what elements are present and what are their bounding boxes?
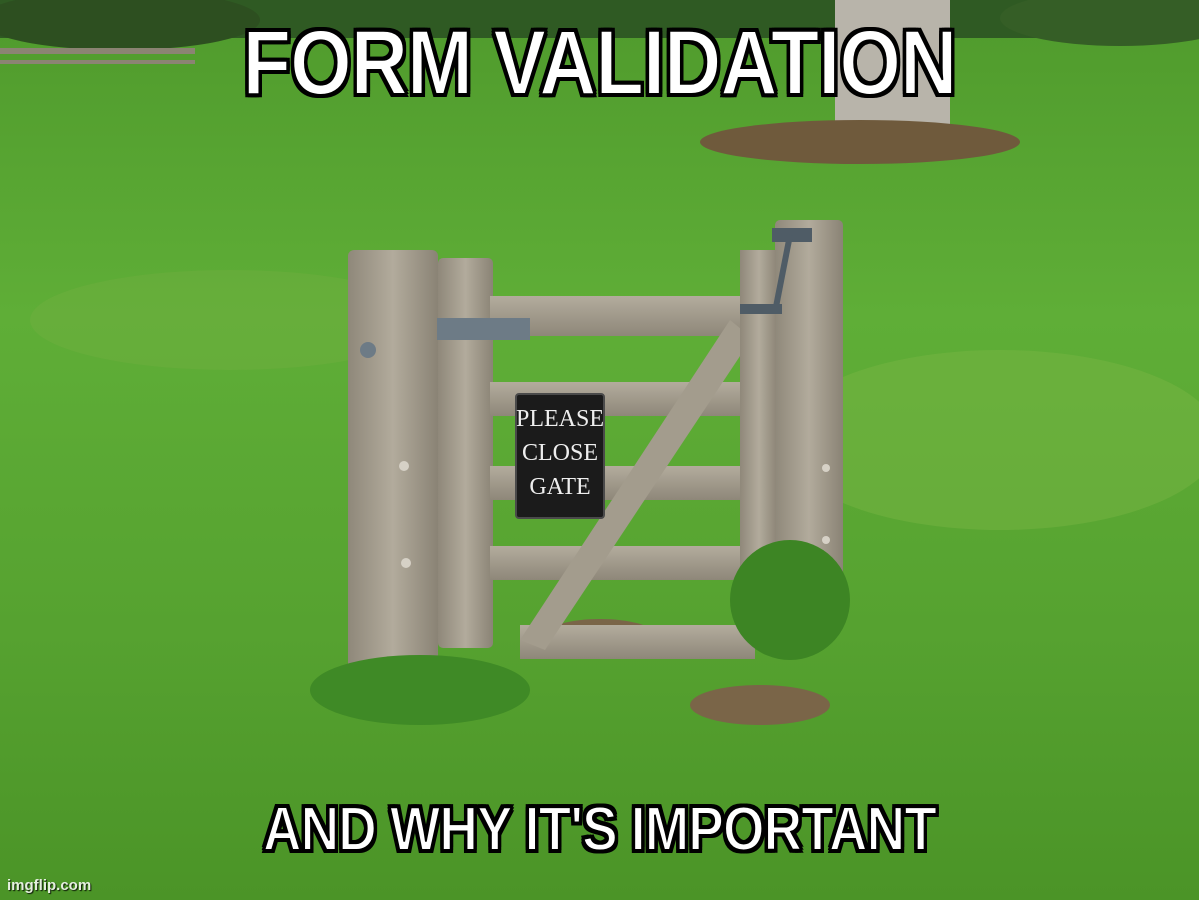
latch-bracket — [772, 228, 812, 242]
lighter-grass-patch — [780, 350, 1199, 530]
bolt — [360, 342, 376, 358]
grass-tuft — [730, 540, 850, 660]
gate-rail — [520, 625, 755, 659]
gatepost-right — [775, 220, 843, 580]
gate-diagonal-brace — [520, 320, 752, 650]
sign-line: CLOSE — [521, 440, 598, 466]
gatepost-left-outer — [348, 250, 438, 680]
bottom-caption: AND WHY IT'S IMPORTANT — [262, 794, 938, 865]
bolt — [822, 536, 830, 544]
latch-bar — [772, 234, 793, 313]
sign-text: PLEASE CLOSE GATE — [516, 402, 604, 504]
imgflip-watermark: imgflip.com — [7, 877, 92, 894]
latch-catch — [740, 304, 782, 314]
bush — [0, 0, 260, 50]
bolt — [401, 558, 411, 568]
hinge — [437, 318, 530, 340]
dirt-patch — [690, 685, 830, 725]
lighter-grass-patch — [30, 270, 430, 370]
bush — [1000, 0, 1199, 46]
bolt — [399, 461, 409, 471]
distant-fence — [0, 48, 195, 54]
sign-line: GATE — [529, 474, 591, 500]
bolt — [822, 464, 830, 472]
tree-trunk — [835, 0, 950, 135]
gate-rail — [490, 296, 755, 336]
gate-rail — [490, 546, 755, 580]
gatepost-left-inner — [438, 258, 493, 648]
tree-base-soil — [700, 120, 1020, 164]
sign-line: PLEASE — [516, 406, 605, 432]
distant-fence — [0, 60, 195, 64]
top-caption: FORM VALIDATION — [242, 11, 958, 115]
gate-sign — [515, 393, 605, 519]
grass-tuft — [310, 655, 530, 725]
